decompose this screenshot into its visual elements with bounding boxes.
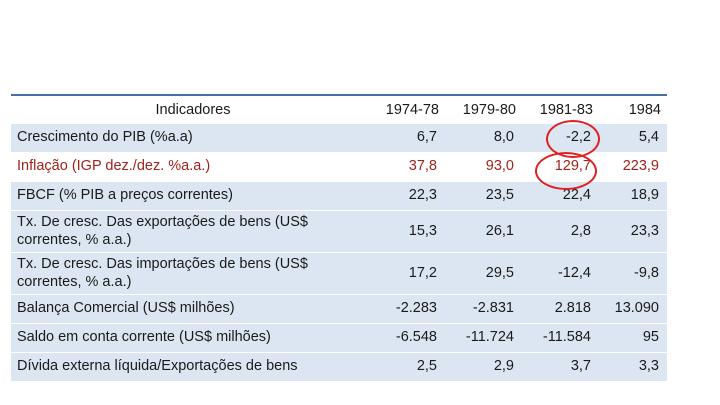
- cell-value: 29,5: [445, 252, 522, 295]
- cell-value: 223,9: [599, 152, 667, 182]
- cell-value: 95: [599, 323, 667, 353]
- cell-value: 23,3: [599, 210, 667, 253]
- cell-value: -6.548: [355, 323, 445, 353]
- header-year: 1974-78: [355, 96, 445, 124]
- cell-value: 3,7: [522, 352, 599, 382]
- table-row: Saldo em conta corrente (US$ milhões) -6…: [11, 323, 667, 353]
- cell-value: 13.090: [599, 294, 667, 324]
- row-label: Crescimento do PIB (%a.a): [11, 124, 355, 153]
- table-row: Tx. De cresc. Das exportações de bens (U…: [11, 210, 667, 253]
- header-indicator: Indicadores: [11, 96, 355, 124]
- table-row: FBCF (% PIB a preços correntes) 22,3 23,…: [11, 181, 667, 211]
- cell-value: 18,9: [599, 181, 667, 211]
- row-label: Tx. De cresc. Das exportações de bens (U…: [11, 210, 355, 253]
- row-label: FBCF (% PIB a preços correntes): [11, 181, 355, 211]
- row-label: Balança Comercial (US$ milhões): [11, 294, 355, 324]
- indicators-table: Indicadores 1974-78 1979-80 1981-83 1984…: [11, 96, 667, 382]
- cell-value: 8,0: [445, 124, 522, 153]
- row-label: Inflação (IGP dez./dez. %a.a.): [11, 152, 355, 182]
- row-label: Saldo em conta corrente (US$ milhões): [11, 323, 355, 353]
- table-row: Inflação (IGP dez./dez. %a.a.) 37,8 93,0…: [11, 152, 667, 182]
- row-label: Dívida externa líquida/Exportações de be…: [11, 352, 355, 382]
- cell-value: 22,3: [355, 181, 445, 211]
- table-row: Balança Comercial (US$ milhões) -2.283 -…: [11, 294, 667, 324]
- cell-value: 15,3: [355, 210, 445, 253]
- cell-value: 2.818: [522, 294, 599, 324]
- header-row: Indicadores 1974-78 1979-80 1981-83 1984: [11, 96, 667, 124]
- header-year: 1984: [599, 96, 667, 124]
- cell-value: 5,4: [599, 124, 667, 153]
- cell-value: 2,9: [445, 352, 522, 382]
- cell-value: 17,2: [355, 252, 445, 295]
- cell-value: -2.831: [445, 294, 522, 324]
- table-row: Crescimento do PIB (%a.a) 6,7 8,0 -2,2 5…: [11, 124, 667, 153]
- table-row: Dívida externa líquida/Exportações de be…: [11, 352, 667, 382]
- table-row: Tx. De cresc. Das importações de bens (U…: [11, 252, 667, 295]
- cell-value: -2,2: [522, 124, 599, 153]
- cell-value: 129,7: [522, 152, 599, 182]
- cell-value: -12,4: [522, 252, 599, 295]
- header-year: 1981-83: [522, 96, 599, 124]
- cell-value: -9,8: [599, 252, 667, 295]
- cell-value: 3,3: [599, 352, 667, 382]
- cell-value: -11.584: [522, 323, 599, 353]
- cell-value: 23,5: [445, 181, 522, 211]
- cell-value: -2.283: [355, 294, 445, 324]
- cell-value: 2,8: [522, 210, 599, 253]
- cell-value: 26,1: [445, 210, 522, 253]
- header-rule: [11, 94, 667, 96]
- cell-value: 37,8: [355, 152, 445, 182]
- cell-value: 2,5: [355, 352, 445, 382]
- indicators-table-wrapper: Indicadores 1974-78 1979-80 1981-83 1984…: [11, 94, 667, 382]
- header-year: 1979-80: [445, 96, 522, 124]
- cell-value: 93,0: [445, 152, 522, 182]
- cell-value: -11.724: [445, 323, 522, 353]
- cell-value: 6,7: [355, 124, 445, 153]
- cell-value: 22,4: [522, 181, 599, 211]
- row-label: Tx. De cresc. Das importações de bens (U…: [11, 252, 355, 295]
